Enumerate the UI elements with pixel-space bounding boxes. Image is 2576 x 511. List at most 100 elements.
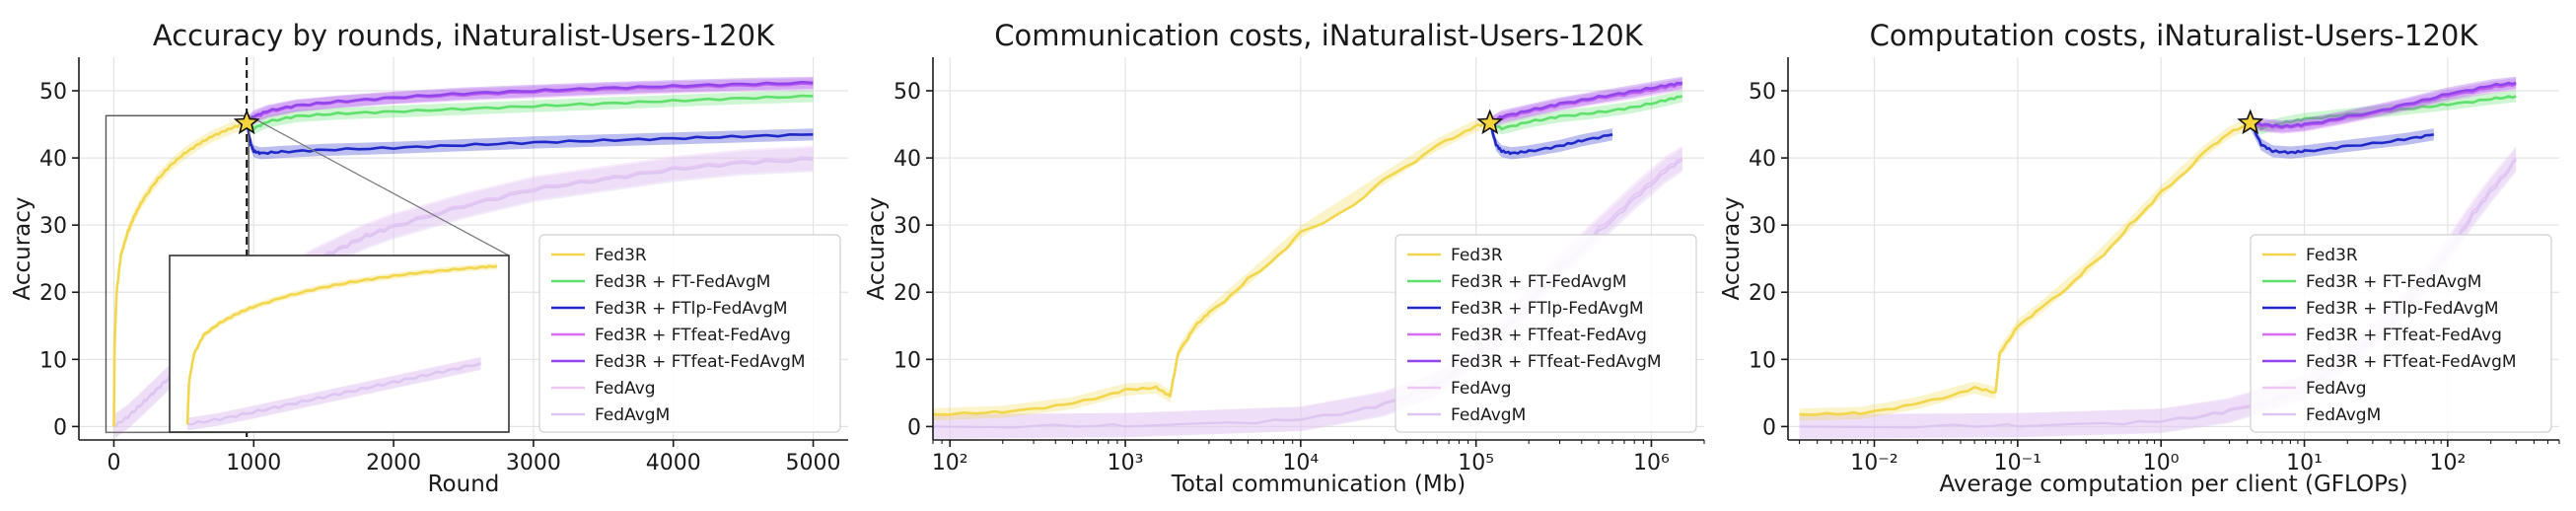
x-tick-label: 10⁰ <box>2143 451 2180 475</box>
legend-entry-fedavg: FedAvg <box>595 379 656 399</box>
y-tick-label: 50 <box>1749 80 1776 105</box>
line-p3-fed3r-ftlp-fedavgm <box>2249 122 2435 155</box>
x-axis-label: Round <box>428 472 500 497</box>
x-axis-label: Total communication (Mb) <box>1171 472 1467 497</box>
legend-entry-fedavgm: FedAvgM <box>595 405 670 425</box>
chart-title: Communication costs, iNaturalist-Users-1… <box>994 19 1644 52</box>
legend-entry-fed3r-ftfeat-fedavgm: Fed3R + FTfeat-FedAvgM <box>2306 352 2517 372</box>
line-p2-fed3r-ftfeat-fedavgm <box>1489 81 1683 124</box>
x-tick-label: 10² <box>2429 451 2466 475</box>
legend-entry-fed3r-ft-fedavgm: Fed3R + FT-FedAvgM <box>2306 272 2481 292</box>
line-p1-fed3r <box>112 121 249 427</box>
legend-entry-fedavgm: FedAvgM <box>1451 405 1526 425</box>
y-tick-label: 0 <box>907 415 921 440</box>
legend-entry-fed3r: Fed3R <box>2306 246 2358 265</box>
legend-entry-fed3r-ftfeat-fedavg: Fed3R + FTfeat-FedAvg <box>1451 326 1647 345</box>
y-tick-label: 30 <box>894 214 921 239</box>
x-tick-label: 10⁶ <box>1633 451 1670 475</box>
band-p3-fed3r <box>1799 116 2251 421</box>
y-tick-label: 0 <box>1762 415 1776 440</box>
legend-entry-fed3r-ftlp-fedavgm: Fed3R + FTlp-FedAvgM <box>1451 299 1644 319</box>
star-marker <box>233 109 260 135</box>
band-p3-fed3r-ftfeat-fedavg <box>2250 78 2517 134</box>
legend-entry-fed3r-ftlp-fedavgm: Fed3R + FTlp-FedAvgM <box>2306 299 2499 319</box>
y-tick-label: 20 <box>1749 281 1776 306</box>
x-tick-label: 10⁵ <box>1458 451 1494 475</box>
x-tick-label: 10² <box>932 451 968 475</box>
legend-frame <box>538 234 841 433</box>
star-marker <box>2237 109 2264 135</box>
y-tick-label: 50 <box>39 80 67 105</box>
legend: Fed3R Fed3R + FT-FedAvgM Fed3R + FTlp-FedA… <box>2250 234 2552 433</box>
legend-entry-fed3r-ft-fedavgm: Fed3R + FT-FedAvgM <box>1451 272 1626 292</box>
x-tick-label: 1000 <box>226 451 281 475</box>
chart-panel-1: 0 10 20 30 40 50 0 1000 2000 3000 4000 5000 Accuracy… <box>10 19 848 497</box>
legend-frame <box>2250 234 2552 433</box>
legend-frame <box>1395 234 1697 433</box>
y-tick-label: 20 <box>894 281 921 306</box>
legend-entry-fedavgm: FedAvgM <box>2306 405 2381 425</box>
legend: Fed3R Fed3R + FT-FedAvgM Fed3R + FTlp-FedA… <box>538 234 841 433</box>
y-tick-label: 10 <box>1749 348 1776 373</box>
legend-entry-fed3r-ftfeat-fedavg: Fed3R + FTfeat-FedAvg <box>595 326 791 345</box>
y-tick-label: 10 <box>39 348 67 373</box>
legend: Fed3R Fed3R + FT-FedAvgM Fed3R + FTlp-FedA… <box>1395 234 1697 433</box>
y-axis-label: Accuracy <box>864 196 890 300</box>
x-tick-label: 3000 <box>506 451 561 475</box>
x-tick-label: 10⁴ <box>1282 451 1319 475</box>
legend-entry-fedavg: FedAvg <box>1451 379 1512 399</box>
y-tick-label: 30 <box>39 214 67 239</box>
y-tick-label: 10 <box>894 348 921 373</box>
band-p1-fed3r-ftfeat-fedavgm <box>247 76 814 129</box>
x-tick-label: 0 <box>107 451 120 475</box>
y-tick-label: 20 <box>39 281 67 306</box>
legend-entry-fed3r: Fed3R <box>595 246 647 265</box>
line-p1-fed3r-ft-fedavgm <box>246 94 814 131</box>
band-p2-fed3r-ftlp-fedavgm <box>1489 116 1612 160</box>
chart-title: Accuracy by rounds, iNaturalist-Users-12… <box>153 19 775 52</box>
x-tick-label: 4000 <box>646 451 701 475</box>
x-axis-label: Average computation per client (GFLOPs) <box>1939 472 2407 497</box>
chart-panel-3: 0 10 20 30 40 50 10⁻² 10⁻¹ 10⁰ 10¹ 10² Computation … <box>1719 19 2560 497</box>
x-tick-label: 10³ <box>1108 451 1144 475</box>
y-tick-label: 40 <box>39 147 67 172</box>
y-tick-label: 40 <box>894 147 921 172</box>
line-inset-fedavgm <box>186 362 481 426</box>
legend-entry-fed3r-ftfeat-fedavgm: Fed3R + FTfeat-FedAvgM <box>595 352 806 372</box>
band-p3-fed3r-ftlp-fedavgm <box>2250 116 2434 159</box>
y-axis-label: Accuracy <box>1719 196 1745 300</box>
legend-entry-fed3r: Fed3R <box>1451 246 1503 265</box>
x-tick-label: 10¹ <box>2286 451 2323 475</box>
legend-entry-fed3r-ftlp-fedavgm: Fed3R + FTlp-FedAvgM <box>595 299 788 319</box>
band-p3-fed3r-ftfeat-fedavgm <box>2250 76 2517 133</box>
legend-entry-fedavg: FedAvg <box>2306 379 2367 399</box>
y-tick-label: 40 <box>1749 147 1776 172</box>
line-inset-fed3r <box>185 264 498 425</box>
chart-title: Computation costs, iNaturalist-Users-120… <box>1870 19 2479 52</box>
band-p2-fed3r-ft-fedavgm <box>1489 90 1682 135</box>
x-tick-label: 5000 <box>786 451 841 475</box>
legend-entry-fed3r-ft-fedavgm: Fed3R + FT-FedAvgM <box>595 272 770 292</box>
line-p2-fed3r-ft-fedavgm <box>1488 95 1683 131</box>
line-p1-fed3r-ftlp-fedavgm <box>245 122 814 156</box>
y-tick-label: 0 <box>53 415 67 440</box>
y-tick-label: 30 <box>1749 214 1776 239</box>
x-tick-label: 10⁻² <box>1850 451 1897 475</box>
y-tick-label: 50 <box>894 80 921 105</box>
line-p2-fed3r-ftlp-fedavgm <box>1488 122 1613 156</box>
line-p3-fed3r <box>1799 121 2252 416</box>
line-p2-fed3r <box>933 121 1491 416</box>
chart-panel-2: 0 10 20 30 40 50 10² 10³ 10⁴ 10⁵ 10⁶ Communication … <box>864 19 1705 497</box>
line-p3-fed3r-ftfeat-fedavgm <box>2250 81 2517 128</box>
band-p1-fed3r-ftfeat-fedavg <box>247 78 814 129</box>
legend-entry-fed3r-ftfeat-fedavgm: Fed3R + FTfeat-FedAvgM <box>1451 352 1662 372</box>
line-p1-fed3r-ftfeat-fedavgm <box>246 80 814 124</box>
x-tick-label: 10⁻¹ <box>1994 451 2041 475</box>
x-tick-label: 2000 <box>366 451 421 475</box>
band-p1-fed3r <box>113 116 248 433</box>
legend-entry-fed3r-ftfeat-fedavg: Fed3R + FTfeat-FedAvg <box>2306 326 2502 345</box>
star-marker <box>1476 109 1504 135</box>
y-axis-label: Accuracy <box>10 196 36 300</box>
zoom-connector <box>248 114 510 256</box>
